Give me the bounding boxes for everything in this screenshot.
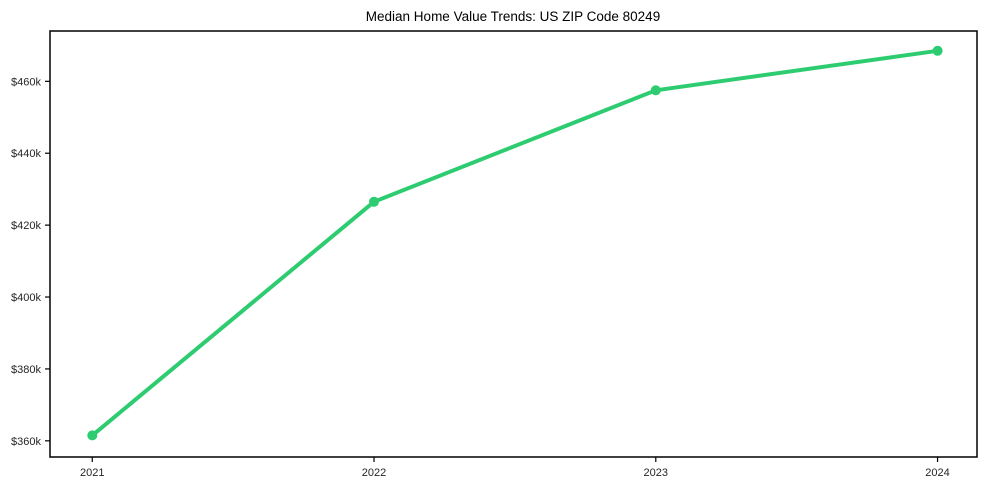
plot-border-group bbox=[49, 30, 978, 458]
x-tick-label: 2022 bbox=[362, 467, 386, 479]
y-tick-label: $380k bbox=[11, 364, 41, 376]
trend-line bbox=[90, 48, 940, 438]
data-series bbox=[87, 45, 943, 441]
plot-border bbox=[49, 30, 978, 458]
data-point bbox=[369, 196, 379, 207]
y-tick-label: $440k bbox=[11, 148, 41, 160]
data-point bbox=[932, 45, 943, 56]
y-axis: $360k $380k $400k $420k $440k $460k bbox=[11, 76, 50, 448]
chart-title: Median Home Value Trends: US ZIP Code 80… bbox=[366, 9, 660, 24]
y-tick-label: $360k bbox=[11, 436, 41, 448]
x-tick-label: 2024 bbox=[925, 467, 949, 479]
x-tick-label: 2023 bbox=[644, 467, 668, 479]
y-tick-label: $460k bbox=[11, 76, 41, 88]
y-tick-label: $420k bbox=[11, 220, 41, 232]
y-tick-label: $400k bbox=[11, 292, 41, 304]
x-axis: 2021 2022 2023 2024 bbox=[80, 457, 950, 479]
x-tick-label: 2021 bbox=[80, 467, 104, 479]
data-point bbox=[650, 85, 661, 96]
data-point bbox=[87, 430, 98, 441]
